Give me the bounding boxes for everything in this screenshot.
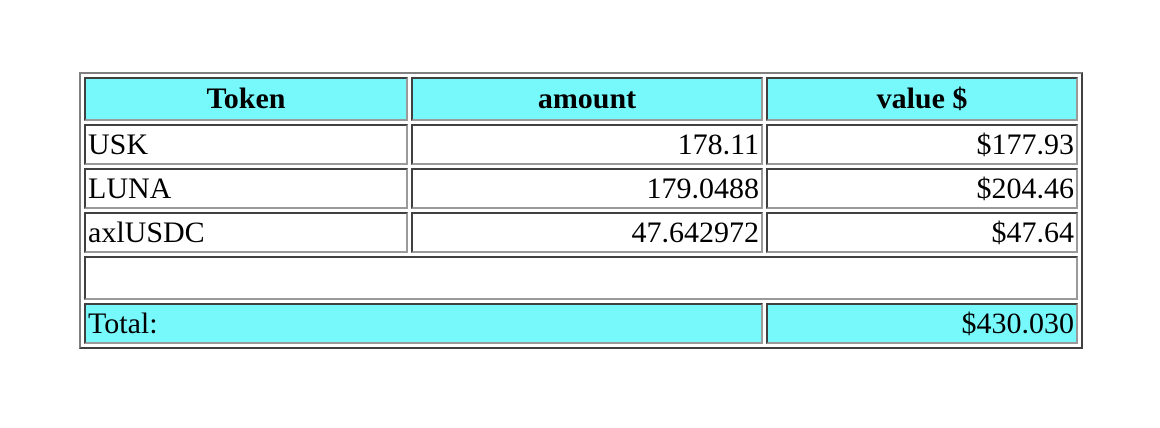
table-row: USK 178.11 $177.93 <box>84 124 1078 165</box>
total-label: Total: <box>84 303 763 344</box>
header-token: Token <box>84 77 408 121</box>
header-row: Token amount value $ <box>84 77 1078 121</box>
amount-cell: 178.11 <box>411 124 763 165</box>
amount-cell: 179.0488 <box>411 168 763 209</box>
amount-cell: 47.642972 <box>411 212 763 253</box>
token-cell: LUNA <box>84 168 408 209</box>
value-cell: $204.46 <box>766 168 1078 209</box>
total-row: Total: $430.030 <box>84 303 1078 344</box>
header-value: value $ <box>766 77 1078 121</box>
token-balance-table: Token amount value $ USK 178.11 $177.93 … <box>79 72 1083 349</box>
header-amount: amount <box>411 77 763 121</box>
empty-cell <box>84 256 1078 300</box>
empty-row <box>84 256 1078 300</box>
value-cell: $47.64 <box>766 212 1078 253</box>
token-cell: axlUSDC <box>84 212 408 253</box>
table-row: LUNA 179.0488 $204.46 <box>84 168 1078 209</box>
total-value: $430.030 <box>766 303 1078 344</box>
value-cell: $177.93 <box>766 124 1078 165</box>
table-row: axlUSDC 47.642972 $47.64 <box>84 212 1078 253</box>
token-cell: USK <box>84 124 408 165</box>
